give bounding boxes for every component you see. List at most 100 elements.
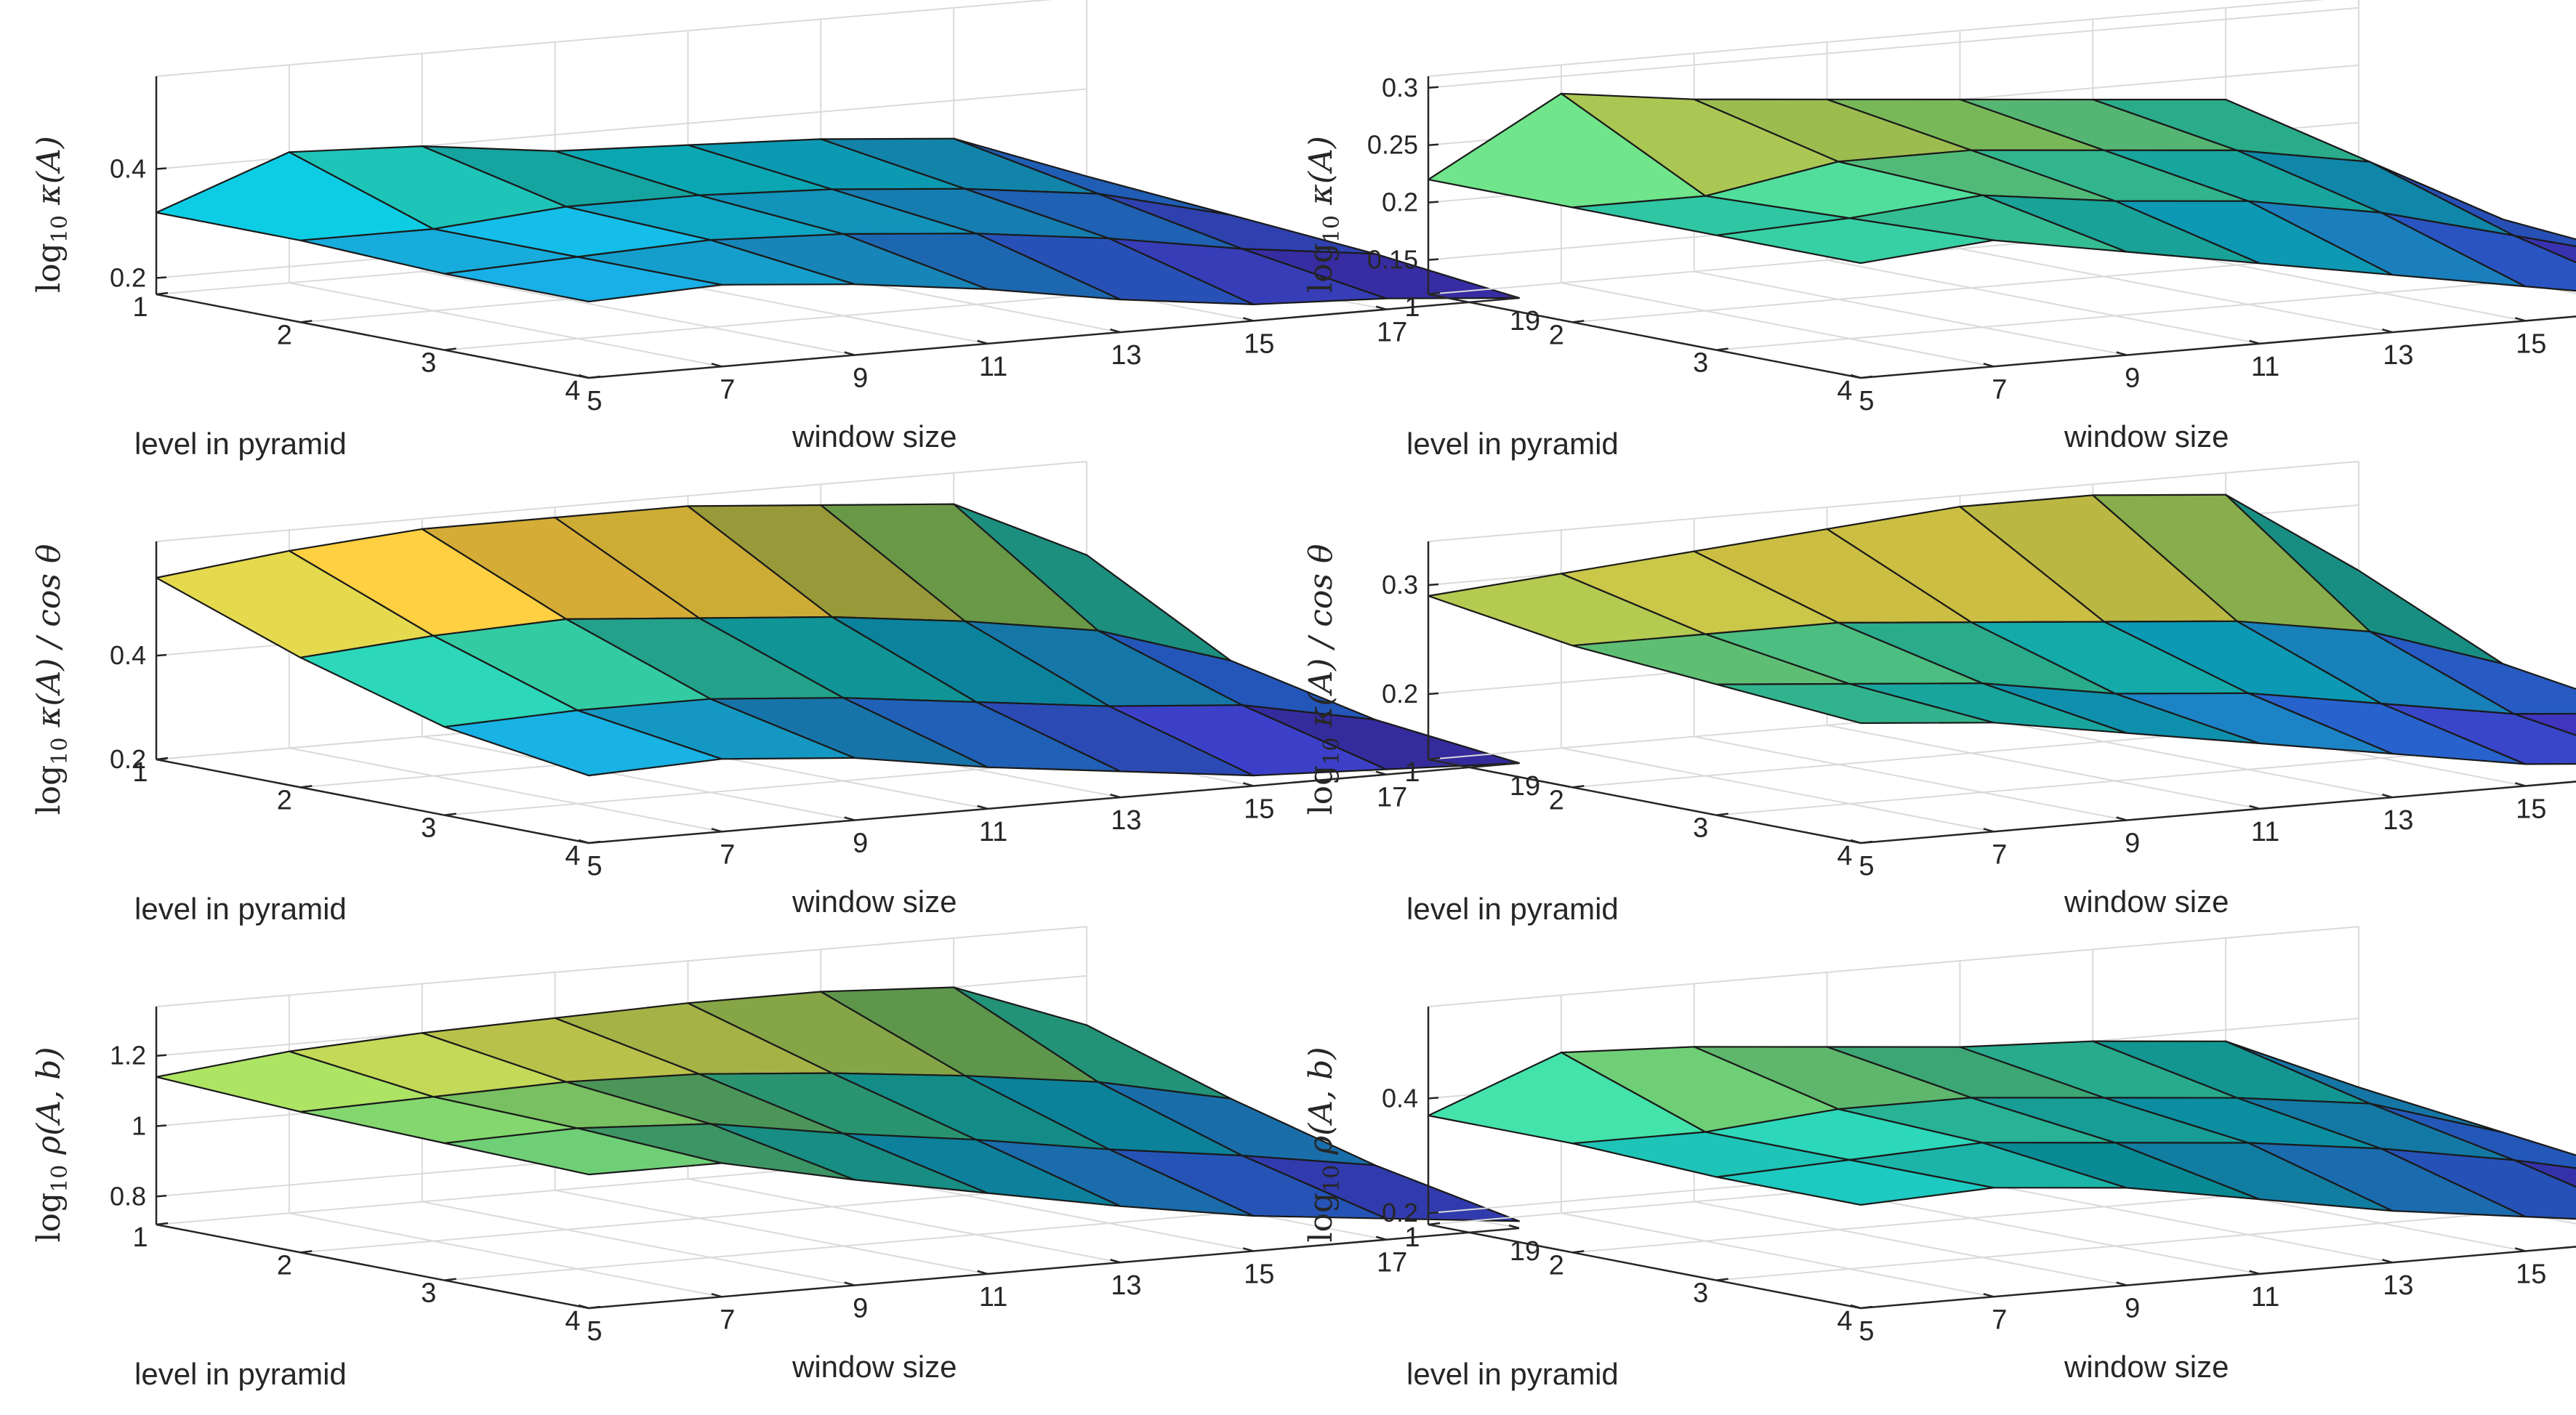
level-tick [1572,1250,1585,1254]
chart-panel-kappa-cam2: 0.150.20.250.312345791113151719level in … [1303,0,2576,461]
gridline [1428,0,2325,77]
z-label-base: 10 [47,738,73,765]
window-tick [1110,793,1121,799]
z-label-math: κ(A) / cos θ [1303,544,1340,738]
level-tick [1428,757,1441,761]
level-tick [1860,375,1873,379]
z-label-log: log [1303,243,1340,293]
z-label-log: log [31,765,68,815]
window-tick [844,1281,856,1286]
z-axis-label-text: log10 ρ(A, b) [1303,1047,1345,1242]
level-tick-label: 4 [1837,1306,1852,1337]
window-tick [2116,1281,2128,1286]
window-tick [1110,328,1121,334]
window-axis-label: window size [792,884,957,919]
level-axis-line [156,758,589,844]
z-tick-label: 0.2 [1382,188,1418,217]
z-axis-label-text: log10 ρ(A, b) [31,1047,73,1242]
level-tick-label: 2 [1549,1250,1564,1281]
gridline [1960,1178,2393,1264]
gridline [1694,270,2127,356]
axes: 0.20.312345791113151719 [1382,541,2576,882]
window-tick [977,1270,988,1275]
window-tick-label: 15 [2516,328,2546,359]
level-tick-label: 1 [132,1222,148,1253]
window-tick [711,1293,723,1298]
z-label-log: log [1303,765,1340,815]
level-tick [1572,785,1585,789]
surface-patch [443,256,723,303]
gridline [1827,259,2260,344]
window-axis-line [588,1227,1520,1310]
z-axis-label-text: log10 κ(A) [31,136,73,293]
level-tick-label: 4 [565,1306,580,1337]
chart-panel-kappa-cos-cam2: 0.20.312345791113151719level in pyramidw… [1303,461,2576,926]
window-tick [2382,328,2393,334]
level-tick [156,1222,169,1226]
level-axis-label: level in pyramid [1406,427,1619,461]
window-tick-label: 9 [2125,1294,2140,1324]
level-axis-label: level in pyramid [134,427,347,461]
window-tick [2249,1270,2260,1275]
level-tick-label: 2 [277,1250,292,1281]
surface [1427,493,2576,765]
level-tick [1428,1222,1441,1226]
level-tick [300,1250,313,1254]
window-tick-label: 5 [1859,386,1874,416]
window-axis-label: window size [792,419,957,453]
window-tick-label: 7 [720,839,735,870]
z-label-log: log [1303,1193,1340,1243]
level-axis-label: level in pyramid [1406,1357,1619,1391]
window-tick [1508,759,1520,765]
level-tick [1860,1305,1873,1310]
gridline [1827,1189,2260,1275]
z-label-math: κ(A) [1303,136,1340,215]
level-tick-label: 4 [1837,841,1852,871]
window-tick [2514,782,2526,787]
z-tick [1428,1097,1439,1100]
level-tick [1716,813,1728,816]
gridline [422,735,855,821]
window-tick-label: 11 [979,352,1007,382]
gridline [289,747,723,833]
axes: 0.150.20.250.312345791113151719 [1367,73,2576,416]
z-label-math: ρ(A, b) [1303,1047,1340,1164]
window-tick [1850,839,1861,844]
level-tick-label: 4 [565,376,580,406]
level-axis-label: level in pyramid [134,1357,347,1391]
window-tick-label: 9 [853,1294,868,1324]
window-tick-label: 11 [979,1282,1007,1313]
z-tick-label: 0.4 [110,154,146,184]
level-tick-label: 4 [565,841,580,871]
surface [155,137,1521,305]
level-tick-label: 1 [1404,292,1420,323]
gridline [1827,724,2260,810]
level-tick-label: 3 [1693,813,1708,844]
window-tick [1983,828,1995,833]
window-tick-label: 9 [853,363,868,394]
gridline [1694,735,2127,821]
window-tick [578,1304,589,1310]
window-tick [1850,1304,1861,1310]
z-tick-label: 0.2 [1382,1198,1418,1227]
level-tick [588,840,601,844]
z-axis-label-text: log10 κ(A) [1303,136,1345,293]
surface-patch [1715,682,1995,725]
level-axis-line [156,1223,589,1310]
gridline [289,1212,723,1298]
level-tick-label: 3 [421,348,436,379]
z-tick-label: 1 [132,1111,146,1141]
surface [155,986,1521,1222]
window-tick [2116,816,2128,821]
z-tick-label: 0.4 [1382,1083,1418,1113]
z-label-base: 10 [1319,215,1345,243]
gridline [1428,7,2359,89]
z-axis-label: log10 κ(A) [31,136,73,293]
window-axis-label: window size [2064,1350,2229,1384]
surface-patch [1715,1158,1995,1206]
window-tick [844,351,856,356]
z-tick [1428,583,1439,586]
window-tick-label: 5 [587,851,602,882]
